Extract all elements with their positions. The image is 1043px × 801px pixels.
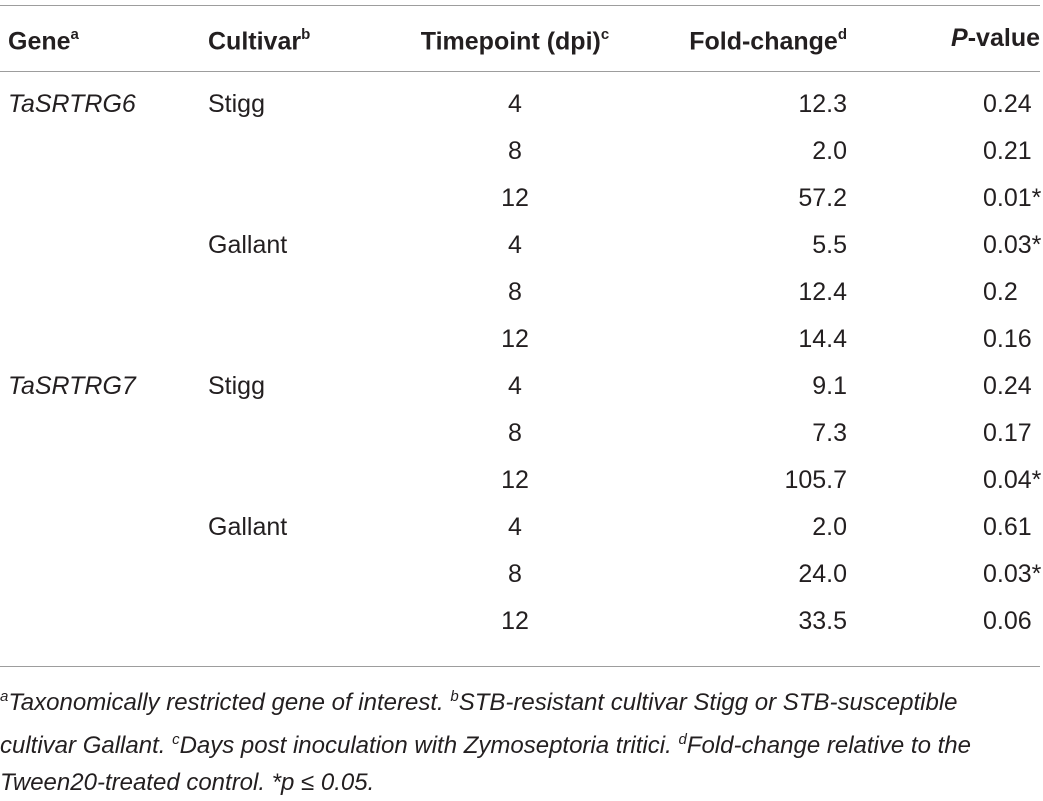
header-rule [0, 71, 1040, 72]
cell-cultivar [208, 410, 388, 457]
cell-cultivar [208, 316, 388, 363]
cell-fold-change: 2.0 [812, 513, 847, 541]
cell-gene: TaSRTRG7 [8, 372, 136, 400]
cell-fold-change: 12.4 [798, 278, 847, 306]
cell-cultivar: Stigg [208, 90, 265, 118]
cell-fold-change: 24.0 [798, 560, 847, 588]
header-row: Genea Cultivarb Timepoint (dpi)c Fold-ch… [0, 6, 1043, 71]
cell-pvalue: 0.03* [983, 560, 1042, 588]
cell-timepoint: 12 [501, 325, 529, 353]
cell-gene [0, 457, 208, 504]
data-table: Genea Cultivarb Timepoint (dpi)c Fold-ch… [0, 6, 1043, 645]
cell-gene [0, 222, 208, 269]
table-row: 12 57.2 0.01* [0, 175, 1043, 222]
table-row: 12 14.4 0.16 [0, 316, 1043, 363]
cell-gene [0, 316, 208, 363]
cell-cultivar: Gallant [208, 231, 288, 259]
cell-cultivar: Stigg [208, 372, 265, 400]
cell-timepoint: 8 [508, 560, 522, 588]
cell-gene [0, 410, 208, 457]
bottom-rule [0, 666, 1040, 667]
footnote-d: Fold-change relative to the Tween20-trea… [0, 732, 971, 796]
cell-fold-change: 2.0 [812, 137, 847, 165]
table-row: 8 12.4 0.2 [0, 269, 1043, 316]
header-timepoint: Timepoint (dpi)c [420, 25, 610, 56]
cell-gene [0, 175, 208, 222]
cell-gene [0, 551, 208, 598]
cell-cultivar [208, 598, 388, 645]
cell-cultivar [208, 269, 388, 316]
cell-timepoint: 8 [508, 278, 522, 306]
top-rule [0, 5, 1040, 6]
cell-cultivar [208, 457, 388, 504]
cell-cultivar [208, 175, 388, 222]
cell-gene [0, 269, 208, 316]
footnote-c: Days post inoculation with Zymoseptoria … [179, 732, 672, 759]
cell-cultivar [208, 551, 388, 598]
footnote-a: Taxonomically restricted gene of interes… [8, 689, 444, 716]
table-row: 8 2.0 0.21 [0, 128, 1043, 175]
table-row: Gallant 4 5.5 0.03* [0, 222, 1043, 269]
cell-gene: TaSRTRG6 [8, 90, 136, 118]
cell-pvalue: 0.21 [983, 137, 1032, 165]
table-row: TaSRTRG7 Stigg 4 9.1 0.24 [0, 363, 1043, 410]
cell-fold-change: 9.1 [812, 372, 847, 400]
cell-pvalue: 0.03* [983, 231, 1042, 259]
cell-pvalue: 0.01* [983, 184, 1042, 212]
table-row: Gallant 4 2.0 0.61 [0, 504, 1043, 551]
cell-gene [0, 128, 208, 175]
header-cultivar: Cultivarb [208, 25, 311, 56]
header-pvalue: P-value [951, 24, 1040, 52]
cell-cultivar: Gallant [208, 513, 288, 541]
cell-fold-change: 14.4 [798, 325, 847, 353]
cell-cultivar [208, 128, 388, 175]
cell-pvalue: 0.06 [983, 607, 1032, 635]
cell-fold-change: 105.7 [784, 466, 847, 494]
cell-timepoint: 8 [508, 419, 522, 447]
table-row: 8 7.3 0.17 [0, 410, 1043, 457]
table-row: TaSRTRG6 Stigg 4 12.3 0.24 [0, 71, 1043, 128]
cell-fold-change: 57.2 [798, 184, 847, 212]
cell-pvalue: 0.16 [983, 325, 1032, 353]
table-footnotes: aTaxonomically restricted gene of intere… [0, 688, 971, 796]
cell-pvalue: 0.17 [983, 419, 1032, 447]
cell-pvalue: 0.61 [983, 513, 1032, 541]
cell-timepoint: 4 [508, 513, 522, 541]
cell-fold-change: 7.3 [812, 419, 847, 447]
header-fold-change: Fold-changed [689, 25, 847, 56]
cell-fold-change: 33.5 [798, 607, 847, 635]
table-body: TaSRTRG6 Stigg 4 12.3 0.24 8 2.0 0.21 12 57.2 0.01… [0, 71, 1043, 645]
footnote-b: STB-resistant cultivar Stigg or STB-susc… [0, 689, 958, 759]
cell-timepoint: 12 [501, 466, 529, 494]
cell-timepoint: 4 [508, 231, 522, 259]
cell-gene [0, 598, 208, 645]
cell-timepoint: 12 [501, 607, 529, 635]
table-row: 12 33.5 0.06 [0, 598, 1043, 645]
cell-timepoint: 4 [508, 372, 522, 400]
cell-timepoint: 4 [508, 90, 522, 118]
cell-pvalue: 0.24 [983, 90, 1032, 118]
cell-pvalue: 0.2 [983, 278, 1018, 306]
cell-fold-change: 5.5 [812, 231, 847, 259]
cell-timepoint: 8 [508, 137, 522, 165]
table-row: 12 105.7 0.04* [0, 457, 1043, 504]
header-gene: Genea [8, 25, 79, 56]
cell-timepoint: 12 [501, 184, 529, 212]
cell-fold-change: 12.3 [798, 90, 847, 118]
table-row: 8 24.0 0.03* [0, 551, 1043, 598]
cell-pvalue: 0.24 [983, 372, 1032, 400]
cell-pvalue: 0.04* [983, 466, 1042, 494]
cell-gene [0, 504, 208, 551]
